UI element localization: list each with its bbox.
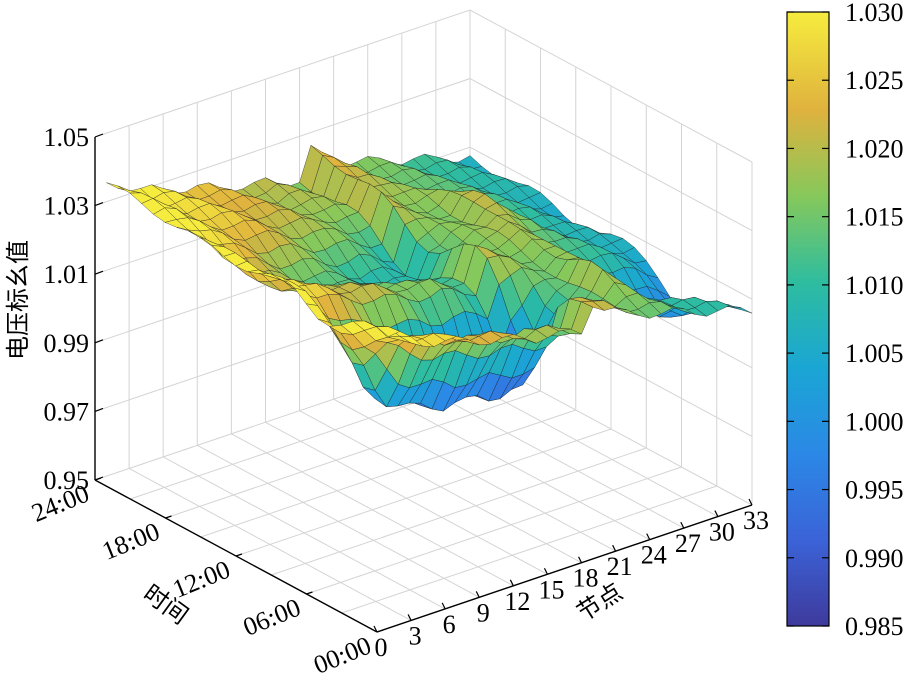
x-tick-mark	[612, 544, 617, 552]
x-tick-mark	[475, 591, 480, 598]
gridline	[200, 409, 576, 538]
x-axis-ticks: 0 3 6 9 12 15 18 21 24 27 30 33	[373, 498, 769, 662]
gridline	[235, 428, 612, 557]
y-tick-label: 00:00	[309, 631, 375, 680]
y-tick-label: 18:00	[98, 517, 164, 566]
gridline	[165, 390, 541, 519]
colorbar-tick-label: 0.995	[845, 476, 904, 505]
gridline	[94, 9, 753, 163]
colorbar-tick-label: 0.990	[845, 544, 904, 573]
x-tick-mark	[646, 533, 651, 540]
y-tick-mark	[306, 591, 313, 595]
x-tick-label: 9	[477, 598, 490, 627]
x-tick-label: 21	[607, 552, 633, 581]
y-tick-mark	[94, 477, 102, 481]
x-tick-label: 33	[743, 506, 769, 535]
colorbar-tick-label: 1.020	[845, 134, 904, 163]
z-tick-label: 1.05	[44, 123, 90, 152]
z-axis-title: 电压标幺值	[4, 240, 32, 360]
surface-patch	[375, 326, 401, 337]
colorbar	[786, 11, 830, 627]
x-axis-line	[376, 504, 753, 633]
x-tick-mark	[509, 579, 514, 587]
z-axis-ticks: 0.95 0.97 0.99 1.01 1.03 1.05	[44, 123, 104, 495]
x-tick-label: 3	[409, 621, 422, 650]
x-tick-label: 6	[443, 610, 456, 639]
z-tick-label: 0.95	[44, 466, 90, 495]
x-tick-mark	[714, 510, 719, 517]
x-tick-label: 15	[538, 575, 564, 604]
z-tick-label: 1.01	[44, 260, 90, 289]
z-tick-mark	[94, 407, 104, 412]
colorbar-tick-label: 1.030	[845, 0, 904, 27]
colorbar-tick-label: 1.005	[845, 339, 904, 368]
z-tick-mark	[94, 202, 104, 207]
gridline	[341, 485, 717, 614]
x-tick-mark	[543, 568, 548, 575]
x-tick-mark	[578, 556, 583, 563]
x-tick-label: 0	[375, 633, 388, 662]
z-tick-mark	[94, 270, 104, 275]
x-tick-mark	[680, 521, 685, 529]
y-tick-mark	[165, 515, 172, 519]
x-tick-label: 12	[504, 587, 530, 616]
y-tick-mark	[235, 553, 243, 557]
x-tick-label: 27	[675, 529, 701, 558]
colorbar-ticks: 1.030 1.025 1.020 1.015 1.010 1.005 1.000 0.995…	[787, 0, 904, 641]
colorbar-tick-label: 1.015	[845, 203, 904, 232]
z-tick-label: 0.99	[44, 329, 90, 358]
z-tick-mark	[94, 339, 104, 344]
z-tick-label: 0.97	[44, 397, 90, 426]
z-tick-mark	[94, 133, 104, 138]
x-tick-label: 18	[573, 564, 599, 593]
x-tick-mark	[748, 498, 753, 506]
x-tick-label: 24	[641, 541, 667, 570]
surface-plot	[106, 144, 753, 412]
z-tick-label: 1.03	[44, 192, 90, 221]
colorbar-tick-label: 1.010	[845, 271, 904, 300]
x-tick-mark	[373, 625, 378, 633]
colorbar-tick-label: 0.985	[845, 612, 904, 641]
x-tick-mark	[441, 602, 446, 610]
colorbar-tick-label: 1.000	[845, 407, 904, 436]
gridline	[306, 466, 682, 595]
y-tick-mark	[376, 629, 384, 633]
x-tick-label: 30	[709, 518, 735, 547]
gridline	[271, 447, 647, 576]
x-tick-mark	[407, 614, 412, 621]
colorbar-tick-label: 1.025	[845, 66, 904, 95]
y-tick-label: 06:00	[239, 593, 305, 642]
